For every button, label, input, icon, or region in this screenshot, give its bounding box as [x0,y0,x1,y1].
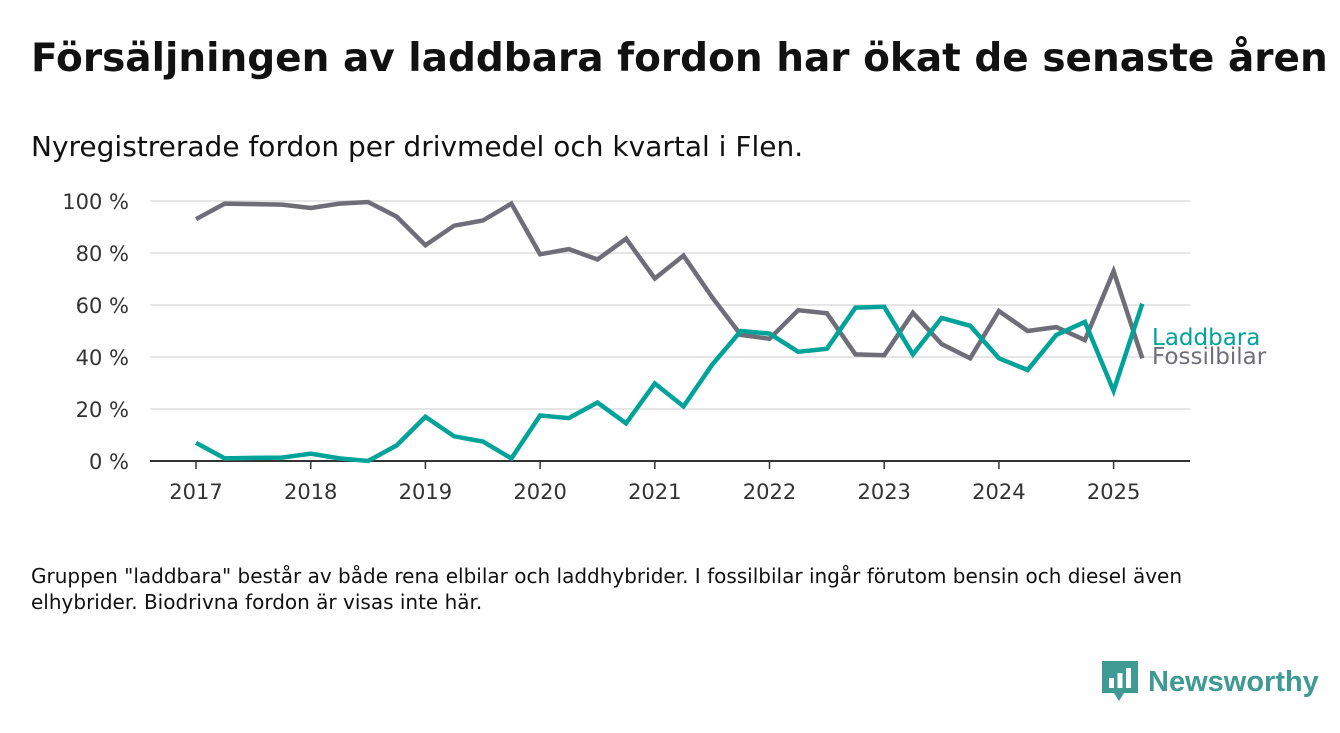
footnote: Gruppen "laddbara" består av både rena e… [31,564,1183,614]
x-axis-ticks: 2017 2018 2019 2020 2021 2022 2023 2024 2025 [169,461,1140,504]
series-line-laddbara [194,302,1145,464]
series-label-laddbara: Laddbara [1152,325,1260,351]
x-tick-label: 2022 [743,480,796,504]
x-tick-label: 2025 [1087,480,1140,504]
x-tick-label: 2020 [513,480,566,504]
series-line-fossilbilar [194,199,1145,362]
chart-title: Försäljningen av laddbara fordon har öka… [31,36,1328,81]
series-label-fossilbilar: Fossilbilar [1152,344,1267,370]
y-tick-label: 100 % [62,190,129,214]
newsworthy-logo-icon [1102,661,1138,701]
y-axis-ticks: 0 % 20 % 40 % 60 % 80 % 100 % [62,190,129,474]
y-tick-label: 80 % [76,242,129,266]
y-tick-label: 60 % [76,294,129,318]
x-tick-label: 2024 [972,480,1025,504]
x-tick-label: 2018 [284,480,337,504]
y-tick-label: 20 % [76,398,129,422]
brand-name: Newsworthy [1148,665,1319,698]
line-chart: 0 % 20 % 40 % 60 % 80 % 100 % 2017 2018 2019 202… [62,190,1267,504]
x-tick-label: 2023 [857,480,910,504]
x-tick-label: 2017 [169,480,222,504]
x-tick-label: 2019 [399,480,452,504]
series-lines [194,199,1145,464]
brand: Newsworthy [1102,660,1319,704]
y-tick-label: 0 % [89,450,129,474]
y-tick-label: 40 % [76,346,129,370]
chart-subtitle: Nyregistrerade fordon per drivmedel och … [31,130,804,163]
x-tick-label: 2021 [628,480,681,504]
grid-lines [150,200,1190,410]
